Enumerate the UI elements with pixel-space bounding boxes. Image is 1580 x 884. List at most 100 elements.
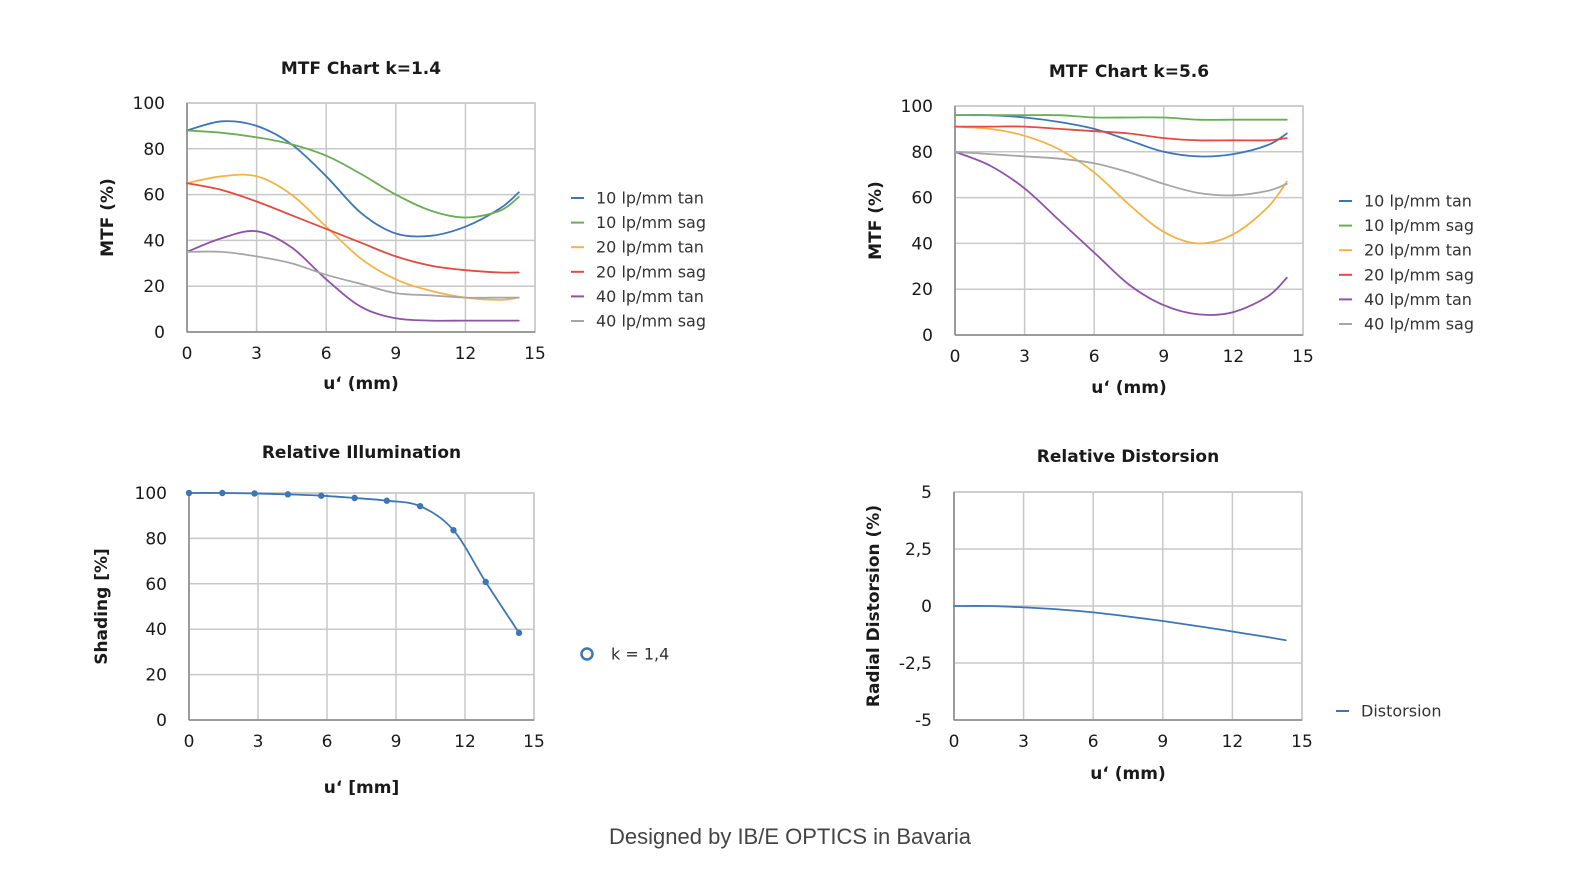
y-tick-label: 80	[145, 529, 167, 549]
x-tick-label: 6	[322, 732, 333, 752]
y-axis-title: MTF (%)	[866, 181, 886, 260]
legend-entry: k = 1,4	[611, 645, 669, 664]
y-tick-label: 20	[911, 280, 933, 300]
series-line	[186, 120, 520, 238]
y-tick-label: -2,5	[899, 654, 932, 674]
series-line	[186, 182, 520, 274]
chart-title: MTF Chart k=5.6	[1049, 62, 1209, 82]
y-tick-label: 0	[154, 323, 165, 343]
x-tick-label: 12	[454, 732, 476, 752]
x-tick-label: 9	[1158, 347, 1169, 367]
x-tick-label: 15	[524, 344, 546, 364]
y-tick-label: 0	[921, 597, 932, 617]
x-tick-label: 0	[949, 732, 960, 752]
legend-entry: 20 lp/mm sag	[1364, 265, 1474, 284]
x-tick-label: 6	[1089, 347, 1100, 367]
data-point	[383, 497, 390, 504]
series-line	[186, 230, 520, 322]
data-point	[450, 527, 457, 534]
y-tick-label: 20	[145, 666, 167, 686]
legend-entry: 20 lp/mm tan	[1364, 241, 1472, 260]
x-tick-label: 3	[253, 732, 264, 752]
data-point	[515, 629, 523, 637]
y-tick-label: 20	[143, 277, 165, 297]
series-line	[188, 492, 520, 634]
x-tick-label: 6	[321, 344, 332, 364]
x-tick-label: 15	[523, 732, 545, 752]
x-tick-label: 12	[1222, 732, 1244, 752]
x-tick-label: 9	[390, 344, 401, 364]
legend-entry: 20 lp/mm tan	[596, 238, 704, 257]
chart-1: 0 3 6 9 12 15 0 20 40 60 80 100 MTF Chart k=1.4 u‘ (m…	[98, 59, 706, 394]
y-tick-label: 60	[145, 575, 167, 595]
plot-frame	[188, 492, 535, 721]
series-line	[954, 150, 1288, 316]
y-tick-label: 60	[911, 189, 933, 209]
x-tick-label: 9	[391, 732, 402, 752]
data-point	[318, 492, 325, 499]
legend-entry: 10 lp/mm tan	[596, 189, 704, 208]
legend-entry: 40 lp/mm sag	[596, 312, 706, 331]
y-axis-title: MTF (%)	[98, 178, 118, 257]
series-line	[954, 125, 1288, 142]
chart-title: Relative Distorsion	[1037, 447, 1219, 467]
x-tick-label: 12	[455, 344, 477, 364]
chart-title: MTF Chart k=1.4	[281, 59, 441, 79]
legend-entry: 20 lp/mm sag	[596, 262, 706, 281]
series-line	[186, 129, 520, 219]
x-tick-label: 0	[182, 344, 193, 364]
x-tick-label: 3	[1019, 347, 1030, 367]
y-tick-label: 40	[143, 231, 165, 251]
y-tick-label: 80	[143, 140, 165, 160]
y-tick-label: 2,5	[905, 540, 932, 560]
x-tick-label: 15	[1291, 732, 1313, 752]
x-tick-label: 6	[1088, 732, 1099, 752]
series-line	[954, 150, 1288, 197]
legend-marker	[580, 647, 594, 661]
legend-entry: 10 lp/mm sag	[1364, 216, 1474, 235]
y-tick-label: 100	[133, 94, 165, 114]
chart-4: 0 3 6 9 12 15 -5 -2,5 0 2,5 5 Relative Distorsion u‘…	[864, 447, 1441, 784]
y-tick-label: 0	[156, 711, 167, 731]
x-tick-label: 0	[184, 732, 195, 752]
chart-title: Relative Illumination	[262, 443, 461, 463]
x-tick-label: 12	[1223, 347, 1245, 367]
y-tick-label: 0	[922, 326, 933, 346]
chart-3: 0 3 6 9 12 15 0 20 40 60 80 100 Relative Illuminatio…	[92, 443, 669, 798]
data-point	[482, 578, 489, 586]
legend-entry: 40 lp/mm tan	[1364, 290, 1472, 309]
footer-credit: Designed by IB/E OPTICS in Bavaria	[609, 824, 971, 849]
y-tick-label: 60	[143, 186, 165, 206]
series-line	[954, 114, 1288, 158]
data-point	[351, 494, 358, 502]
x-tick-label: 0	[950, 347, 961, 367]
series-line	[186, 250, 520, 299]
y-tick-label: 80	[911, 143, 933, 163]
x-axis-title: u‘ [mm]	[324, 778, 399, 798]
x-axis-title: u‘ (mm)	[1091, 378, 1166, 398]
y-tick-label: 5	[921, 483, 932, 503]
data-point	[416, 502, 424, 510]
x-tick-label: 3	[251, 344, 262, 364]
series-line	[186, 173, 520, 301]
legend-entry: 10 lp/mm sag	[596, 213, 706, 232]
x-tick-label: 15	[1292, 347, 1314, 367]
legend-entry: 40 lp/mm sag	[1364, 315, 1474, 334]
y-axis-title: Shading [%]	[92, 548, 112, 665]
y-tick-label: 40	[911, 234, 933, 254]
data-point	[251, 490, 258, 497]
x-axis-title: u‘ (mm)	[1090, 764, 1165, 784]
chart-2: 0 3 6 9 12 15 0 20 40 60 80 100 MTF Chart k=5.6 u‘ (m…	[866, 62, 1474, 398]
legend-entry: 40 lp/mm tan	[596, 287, 704, 306]
y-tick-label: 100	[135, 484, 167, 504]
data-point	[185, 489, 193, 497]
legend-entry: 10 lp/mm tan	[1364, 192, 1472, 211]
series-line	[954, 114, 1288, 121]
legend-entry: Distorsion	[1361, 702, 1441, 721]
y-tick-label: 40	[145, 620, 167, 640]
series-line	[954, 125, 1288, 245]
series-line	[953, 605, 1287, 642]
data-point	[219, 489, 226, 497]
